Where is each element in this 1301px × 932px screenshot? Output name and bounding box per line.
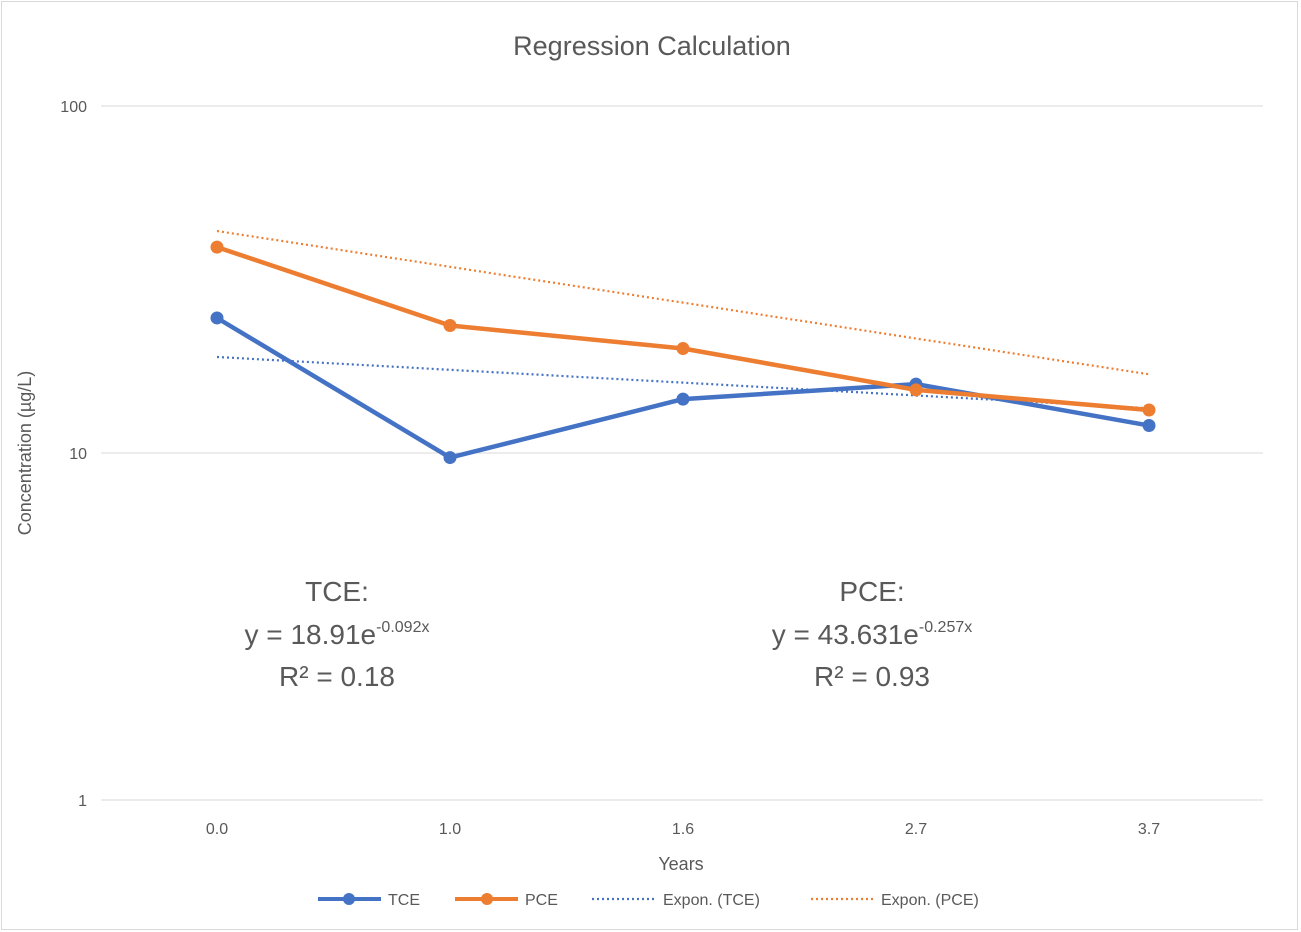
point-pce-2.7: [909, 383, 923, 397]
legend-marker-tce: [343, 893, 355, 905]
pce-equation-annotation: PCE: y = 43.631e-0.257x R² = 0.93: [772, 576, 973, 692]
pce-equation-exponent: -0.257x: [919, 619, 972, 636]
point-tce-3.7: [1142, 419, 1156, 433]
point-tce-1.0: [443, 451, 457, 465]
legend-marker-pce: [481, 893, 493, 905]
trendline-pce: [216, 229, 1150, 376]
x-tick-label-3.7: 3.7: [1138, 821, 1160, 838]
legend-item-pce: PCE: [455, 892, 558, 909]
trendline-tce: [216, 355, 1150, 410]
pce-annotation-label: PCE:: [839, 576, 904, 607]
x-tick-label-0.0: 0.0: [206, 821, 228, 838]
x-axis-title: Years: [658, 854, 703, 874]
tce-annotation-label: TCE:: [305, 576, 369, 607]
legend-item-expon-tce: Expon. (TCE): [592, 892, 760, 909]
legend-label-expon-tce: Expon. (TCE): [663, 892, 760, 909]
tce-equation-annotation: TCE: y = 18.91e-0.092x R² = 0.18: [245, 576, 430, 692]
gridlines: [101, 105, 1263, 801]
x-tick-labels: 0.0 1.0 1.6 2.7 3.7: [206, 821, 1160, 838]
series-line-pce: [216, 244, 1150, 413]
point-tce-1.6: [676, 392, 690, 406]
x-tick-label-1.0: 1.0: [439, 821, 461, 838]
y-axis-title: Concentration (µg/L): [15, 371, 35, 535]
tce-equation-prefix: y = 18.91e: [245, 619, 377, 650]
point-tce-0.0: [210, 311, 224, 325]
legend-label-tce: TCE: [388, 892, 420, 909]
legend-label-expon-pce: Expon. (PCE): [881, 892, 979, 909]
point-pce-3.7: [1142, 403, 1156, 417]
trendlines: [216, 229, 1150, 410]
pce-equation: y = 43.631e-0.257x: [772, 619, 973, 650]
y-tick-label-10: 10: [69, 446, 87, 463]
legend-item-tce: TCE: [318, 892, 420, 909]
y-tick-label-100: 100: [60, 99, 87, 116]
chart-title: Regression Calculation: [513, 31, 791, 61]
point-pce-1.6: [676, 342, 690, 356]
y-tick-labels: 1 10 100: [60, 99, 87, 810]
pce-equation-prefix: y = 43.631e: [772, 619, 919, 650]
x-tick-label-1.6: 1.6: [672, 821, 694, 838]
y-tick-label-1: 1: [78, 793, 87, 810]
tce-equation-exponent: -0.092x: [376, 619, 429, 636]
pce-r-squared: R² = 0.93: [814, 661, 930, 692]
legend: TCE PCE Expon. (TCE) Expon. (PCE): [318, 892, 979, 909]
point-pce-0.0: [210, 240, 224, 254]
x-tick-label-2.7: 2.7: [905, 821, 927, 838]
tce-equation: y = 18.91e-0.092x: [245, 619, 430, 650]
series-points: [210, 240, 1156, 465]
tce-r-squared: R² = 0.18: [279, 661, 395, 692]
series-line-tce: [215, 316, 1150, 460]
legend-label-pce: PCE: [525, 892, 558, 909]
point-pce-1.0: [443, 319, 457, 333]
legend-item-expon-pce: Expon. (PCE): [811, 892, 979, 909]
